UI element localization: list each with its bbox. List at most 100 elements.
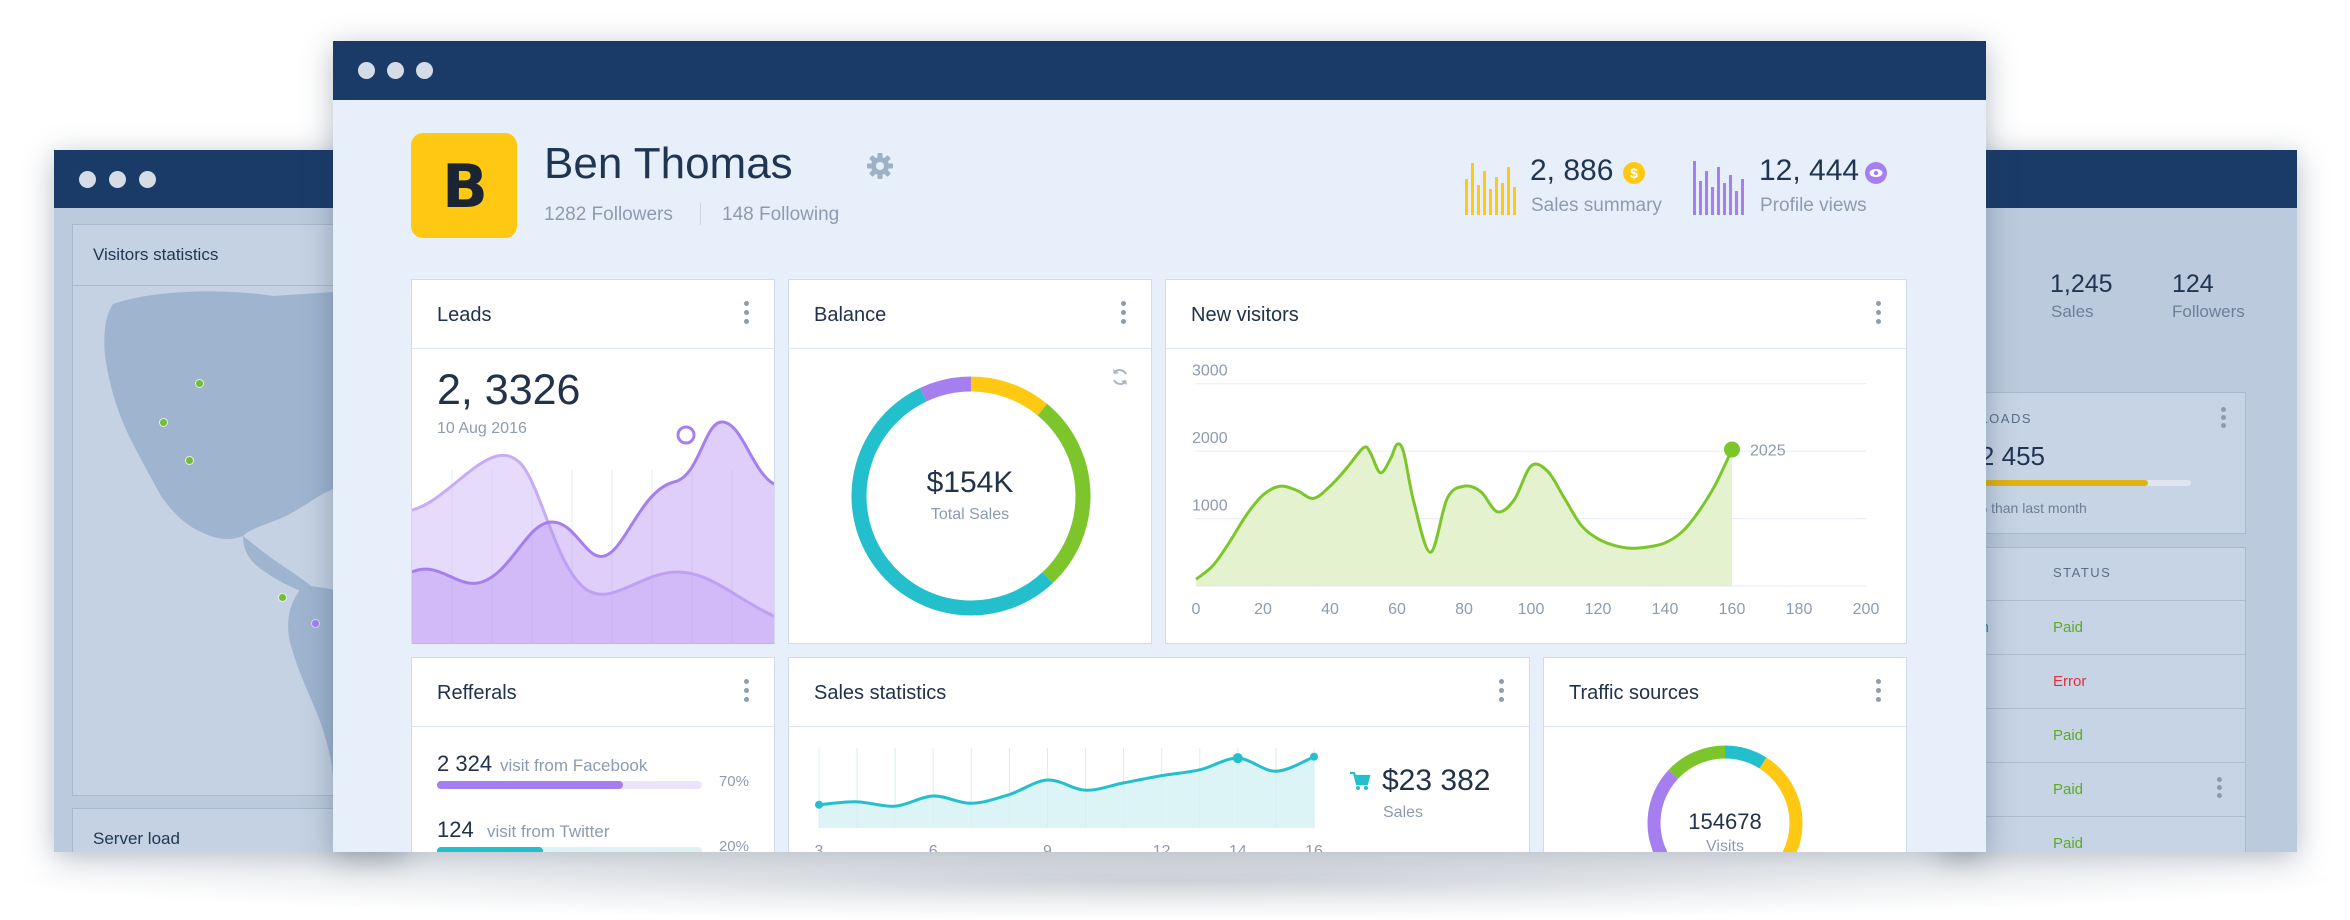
sales-line-chart[interactable]: 3 6 9 12 14 16 <box>789 728 1329 852</box>
loads-panel: Y'S LOADS 242 455 +15% than last month <box>1940 392 2246 534</box>
x-tick-label: 12 <box>1153 843 1171 852</box>
donut-segment <box>1668 745 1726 780</box>
card-header: Traffic sources <box>1544 658 1906 727</box>
more-menu-icon[interactable] <box>744 301 750 327</box>
x-tick-label: 16 <box>1305 843 1323 852</box>
row-status: Paid <box>2053 835 2084 852</box>
sales-value: 1,245 <box>2050 270 2113 298</box>
titlebar <box>1940 150 2297 208</box>
row-status: Paid <box>2053 727 2084 744</box>
map-marker[interactable] <box>195 379 204 388</box>
window-minimize-dot[interactable] <box>387 62 404 79</box>
map-marker[interactable] <box>278 593 287 602</box>
profile-name: Ben Thomas <box>544 139 793 188</box>
new-visitors-line-chart[interactable]: 1000 2000 3000 0 20 40 60 80 100 120 140 160 180 200 2… <box>1166 350 1906 644</box>
more-menu-icon[interactable] <box>1499 679 1505 705</box>
leads-highlight-point <box>676 425 696 445</box>
leads-date: 10 Aug 2016 <box>437 420 527 437</box>
drop-shadow <box>20 840 2330 920</box>
profile-views-label: Profile views <box>1760 195 1867 216</box>
sales-statistics-card: Sales statistics 3 6 9 12 14 16 $23 382 Sales <box>788 657 1530 852</box>
cart-icon <box>1350 771 1371 790</box>
following-count[interactable]: 148 Following <box>722 204 840 225</box>
x-tick-label: 3 <box>815 843 824 852</box>
titlebar <box>333 41 1986 100</box>
visitors-line <box>1195 442 1734 581</box>
visitors-area <box>1196 443 1732 586</box>
server-load-title: Server load <box>93 829 180 848</box>
row-status: Error <box>2053 673 2087 690</box>
map-marker[interactable] <box>311 619 320 628</box>
referral-facebook-percent: 70% <box>718 773 749 790</box>
central-america-shape <box>243 536 311 592</box>
window-dot[interactable] <box>139 171 156 188</box>
map-marker[interactable] <box>159 418 168 427</box>
profile-views-value: 12, 444 <box>1759 154 1860 187</box>
x-tick-label: 0 <box>1192 601 1201 618</box>
window-dot[interactable] <box>79 171 96 188</box>
referral-twitter-percent: 20% <box>718 838 749 852</box>
new-visitors-title: New visitors <box>1191 304 1299 326</box>
row-status: Paid <box>2053 619 2084 636</box>
more-menu-icon[interactable] <box>2221 407 2227 433</box>
followers-count[interactable]: 1282 Followers <box>544 204 673 225</box>
leads-card: Leads 2, 3326 10 Aug 2016 <box>411 279 775 644</box>
traffic-sources-card: Traffic sources 154678 Visits <box>1543 657 1907 852</box>
referrals-card: Refferals 2 324 visit from Facebook 70% … <box>411 657 775 852</box>
card-header: Refferals <box>412 658 774 727</box>
map-marker[interactable] <box>185 456 194 465</box>
sales-statistics-value: $23 382 <box>1382 764 1491 797</box>
visitors-marker <box>1724 441 1740 458</box>
more-menu-icon[interactable] <box>1121 301 1127 327</box>
referral-twitter-label: visit from Twitter <box>487 822 610 841</box>
new-visitors-card: New visitors 1000 2000 3000 0 20 40 60 80 100 120… <box>1165 279 1907 644</box>
balance-title: Balance <box>814 304 887 326</box>
balance-donut-chart[interactable] <box>847 372 1095 620</box>
visitors-statistics-title: Visitors statistics <box>93 245 219 264</box>
referral-twitter-bar <box>437 847 543 852</box>
donut-segment <box>1647 769 1679 852</box>
gear-icon[interactable] <box>865 151 895 181</box>
leads-value: 2, 3326 <box>437 366 581 414</box>
window-close-dot[interactable] <box>358 62 375 79</box>
more-menu-icon[interactable] <box>1876 301 1882 327</box>
x-tick-label: 180 <box>1786 601 1813 618</box>
more-menu-icon[interactable] <box>1876 679 1882 705</box>
leads-area-chart[interactable] <box>412 350 774 644</box>
logo-letter: B <box>442 152 488 222</box>
traffic-donut-chart[interactable] <box>1644 742 1806 852</box>
views-bars-icon <box>1693 161 1744 215</box>
refresh-icon[interactable] <box>1110 367 1130 387</box>
referral-twitter-track <box>437 847 702 852</box>
donut-segment <box>1724 745 1767 769</box>
donut-segment <box>1037 403 1091 584</box>
x-tick-label: 100 <box>1518 601 1545 618</box>
transactions-table: STATUS nail.comPaidil.comErrorcomPaidmPa… <box>1940 547 2246 852</box>
x-tick-label: 6 <box>929 843 938 852</box>
balance-label: Total Sales <box>930 506 1010 523</box>
referral-facebook-label: visit from Facebook <box>500 756 648 775</box>
sales-point <box>815 800 823 809</box>
followers-value: 124 <box>2172 270 2214 298</box>
traffic-sources-title: Traffic sources <box>1569 682 1700 704</box>
row-more-icon[interactable] <box>2217 777 2223 803</box>
more-menu-icon[interactable] <box>744 679 750 705</box>
referrals-title: Refferals <box>437 682 517 704</box>
brand-logo[interactable]: B <box>411 133 517 238</box>
y-tick-label: 2000 <box>1192 430 1228 447</box>
sales-point <box>1232 753 1243 764</box>
window-maximize-dot[interactable] <box>416 62 433 79</box>
x-tick-label: 200 <box>1853 601 1880 618</box>
donut-segment <box>920 376 972 402</box>
traffic-label: Visits <box>1706 838 1744 852</box>
card-header: Sales statistics <box>789 658 1529 727</box>
window-dot[interactable] <box>109 171 126 188</box>
leads-series-back-line <box>412 454 774 618</box>
donut-segment <box>970 376 1048 416</box>
visitors-marker-label: 2025 <box>1750 442 1786 459</box>
sales-statistics-label: Sales <box>1383 804 1424 821</box>
x-tick-label: 80 <box>1455 601 1473 618</box>
north-america-shape <box>104 291 404 539</box>
referral-facebook-count: 2 324 <box>437 751 493 776</box>
card-header: Balance <box>789 280 1151 349</box>
